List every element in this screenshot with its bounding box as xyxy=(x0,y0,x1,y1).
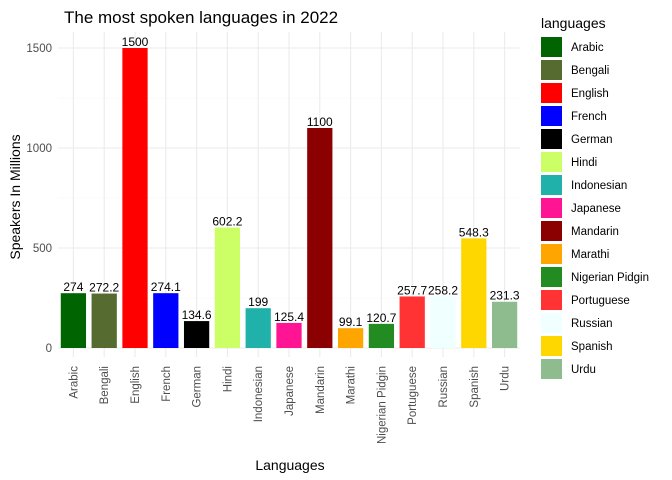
legend-label: Mandarin xyxy=(571,226,619,238)
bar-urdu xyxy=(491,301,518,348)
bar-hindi xyxy=(214,227,241,348)
bar-nigerian-pidgin xyxy=(368,323,395,348)
bar-value-label: 548.3 xyxy=(459,225,489,239)
legend-swatch xyxy=(541,336,562,356)
legend-swatch xyxy=(541,60,562,80)
legend-label: Nigerian Pidgin xyxy=(571,272,649,284)
legend-label: Portuguese xyxy=(571,295,630,307)
bar-value-label: 257.7 xyxy=(397,283,427,297)
x-tick-label: Bengali xyxy=(99,366,111,404)
bar-spanish xyxy=(461,238,487,348)
bar-value-label: 274.1 xyxy=(151,280,181,294)
bar-value-label: 199 xyxy=(248,295,268,309)
bar-german xyxy=(183,321,210,348)
legend-swatch xyxy=(541,37,562,57)
y-axis-ticks: 0 500 1000 1500 xyxy=(26,43,52,355)
legend-swatch xyxy=(541,198,562,218)
legend-label: German xyxy=(571,134,613,146)
y-axis-title: Speakers In Millions xyxy=(7,134,23,259)
legend-swatch xyxy=(541,267,562,287)
bar-value-label: 231.3 xyxy=(490,289,520,303)
chart-title: The most spoken languages in 2022 xyxy=(64,8,338,27)
x-tick-label: Portuguese xyxy=(407,366,419,425)
legend-swatch xyxy=(541,359,562,379)
legend-swatch xyxy=(541,175,562,195)
bar-value-label: 99.1 xyxy=(339,315,363,329)
legend-label: Arabic xyxy=(571,42,604,54)
bar-japanese xyxy=(276,322,302,348)
legend-label: Russian xyxy=(571,318,613,330)
bar-russian xyxy=(430,296,456,348)
x-tick-label: Japanese xyxy=(284,366,296,416)
legend: languages Arabic Bengali English French Germ… xyxy=(541,15,649,379)
bar-mandarin xyxy=(307,128,333,348)
bar-value-label: 134.6 xyxy=(182,308,212,322)
bar-indonesian xyxy=(245,308,271,348)
y-tick-label: 1000 xyxy=(26,143,52,155)
legend-swatch xyxy=(541,83,562,103)
legend-swatch xyxy=(541,290,562,310)
bar-value-label: 125.4 xyxy=(274,310,304,324)
x-tick-label: Nigerian Pidgin xyxy=(376,366,388,444)
y-tick-label: 1500 xyxy=(26,43,52,55)
x-tick-label: Mandarin xyxy=(315,366,327,414)
x-axis-title: Languages xyxy=(255,457,324,473)
legend-swatch xyxy=(541,106,562,126)
x-tick-label: Spanish xyxy=(469,366,481,408)
x-tick-label: Hindi xyxy=(222,366,234,392)
x-tick-label: English xyxy=(130,366,142,404)
x-tick-label: Russian xyxy=(438,366,450,408)
bar-arabic xyxy=(60,293,87,348)
legend-swatch xyxy=(541,244,562,264)
legend-swatch xyxy=(541,152,562,172)
bar-value-label: 258.2 xyxy=(428,283,458,297)
legend-label: Hindi xyxy=(571,157,597,169)
bar-value-label: 1500 xyxy=(122,35,149,49)
bar-english xyxy=(122,48,148,348)
bar-value-label: 602.2 xyxy=(212,215,242,229)
legend-title: languages xyxy=(541,15,606,31)
legend-label: Marathi xyxy=(571,249,609,261)
bar-value-label: 1100 xyxy=(307,115,333,129)
x-tick-label: Marathi xyxy=(346,366,358,404)
y-tick-label: 500 xyxy=(33,243,52,255)
legend-swatch xyxy=(541,221,562,241)
x-tick-label: Indonesian xyxy=(253,366,265,422)
bar-value-label: 120.7 xyxy=(366,311,396,325)
legend-label: French xyxy=(571,111,607,123)
legend-label: Bengali xyxy=(571,65,609,77)
bar-value-label: 272.2 xyxy=(89,281,119,295)
legend-label: Japanese xyxy=(571,203,621,215)
bar-bengali xyxy=(91,293,117,348)
bars xyxy=(60,48,518,348)
legend-label: English xyxy=(571,88,609,100)
x-tick-label: French xyxy=(161,366,173,402)
legend-label: Indonesian xyxy=(571,180,627,192)
x-tick-label: Urdu xyxy=(500,366,512,391)
bar-french xyxy=(153,293,179,348)
x-tick-label: Arabic xyxy=(68,366,80,399)
y-tick-label: 0 xyxy=(46,343,52,355)
legend-label: Spanish xyxy=(571,341,613,353)
legend-swatch xyxy=(541,129,562,149)
x-axis-ticks: Arabic Bengali English French German Hindi Ind… xyxy=(68,366,511,444)
bar-portuguese xyxy=(399,296,425,348)
legend-label: Urdu xyxy=(571,364,596,376)
x-tick-label: German xyxy=(192,366,204,408)
bar-marathi xyxy=(337,328,364,348)
bar-value-label: 274 xyxy=(63,280,83,294)
legend-swatch xyxy=(541,313,562,333)
